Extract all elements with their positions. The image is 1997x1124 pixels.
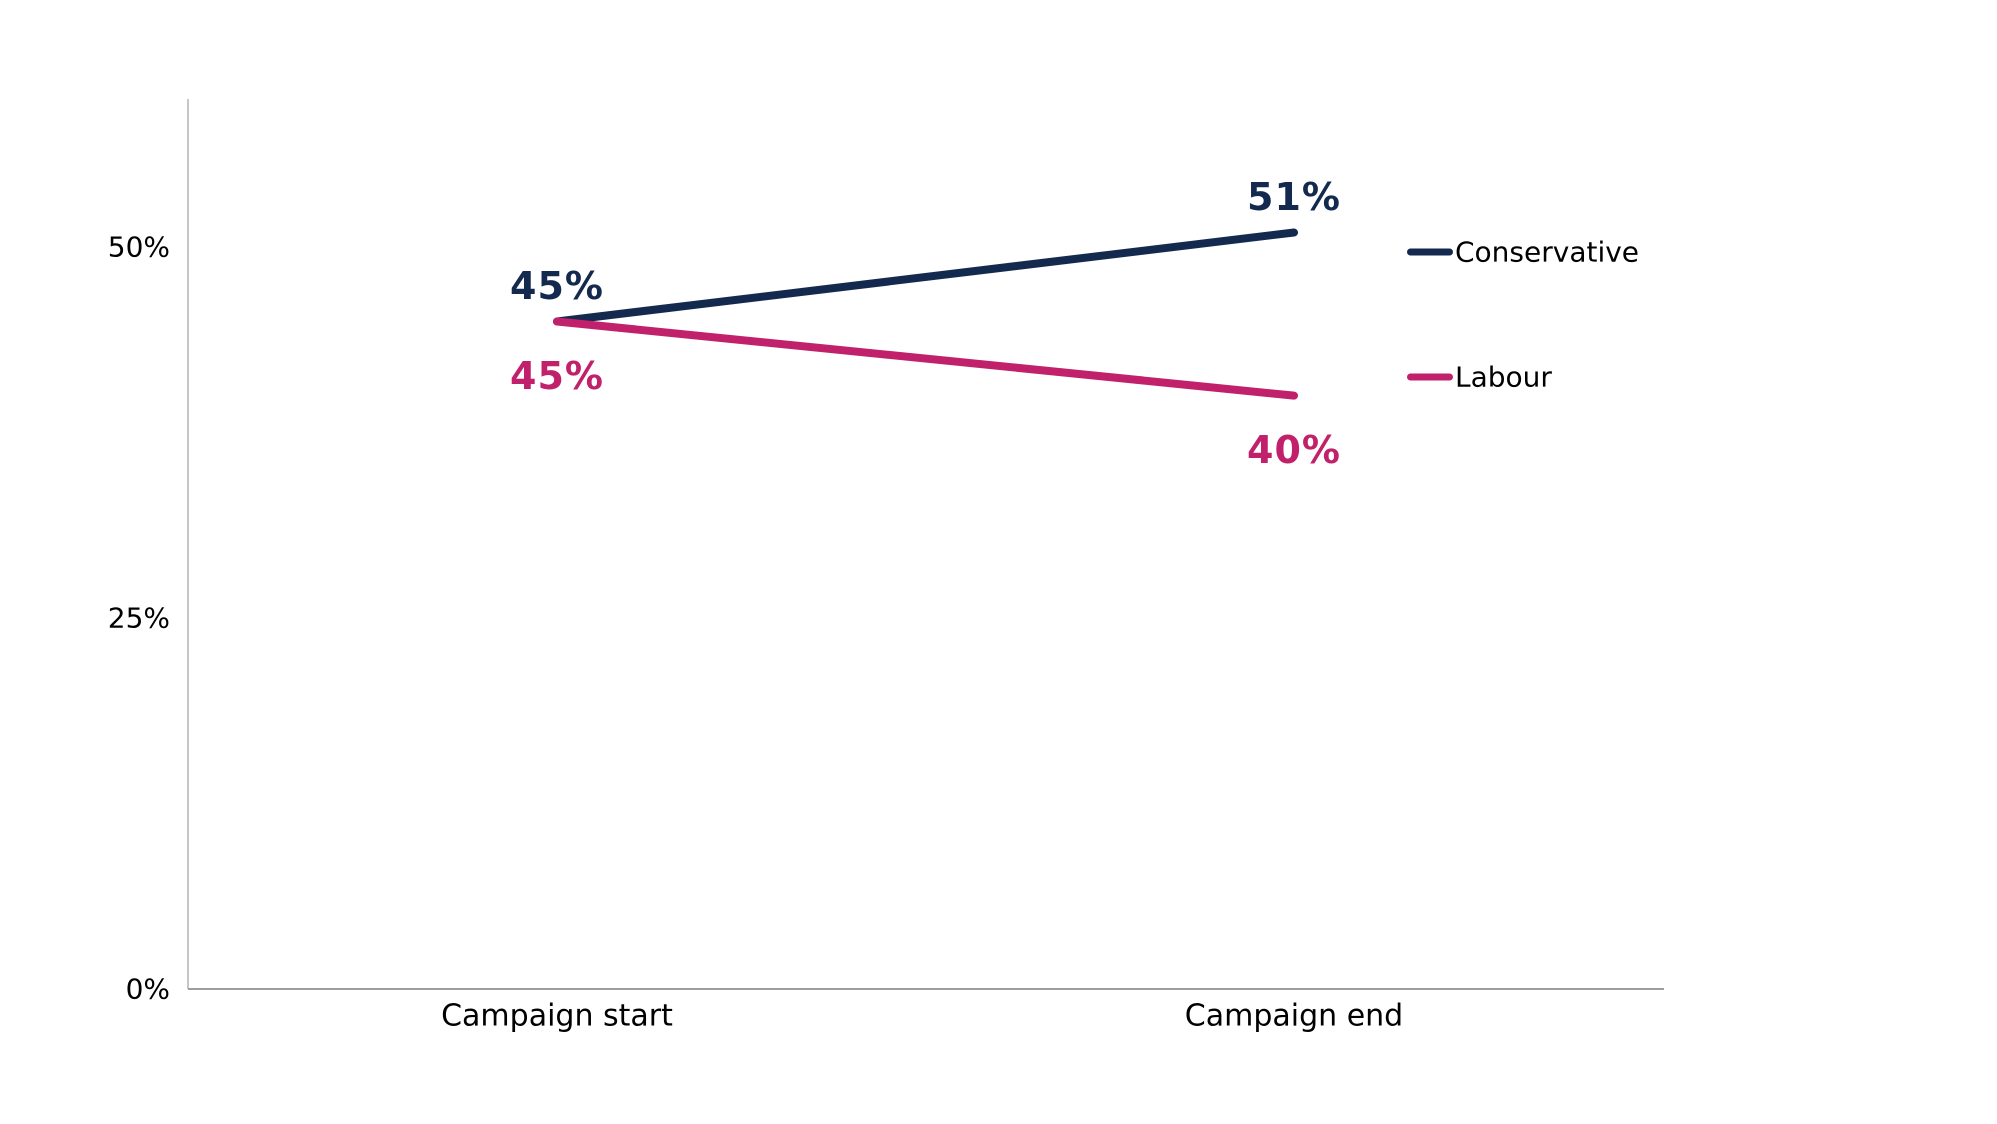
y-tick-50pct: 50%: [107, 230, 170, 264]
y-tick-25pct: 25%: [107, 601, 170, 635]
conservative-line: [553, 228, 1298, 326]
data-label-conservative-start: 45%: [510, 263, 604, 308]
y-tick-0pct: 0%: [125, 972, 170, 1006]
data-label-labour-start: 45%: [510, 353, 604, 398]
x-label-campaign-start: Campaign start: [441, 998, 673, 1034]
x-label-campaign-end: Campaign end: [1184, 998, 1404, 1034]
labour-line: [553, 317, 1298, 400]
data-label-conservative-end: 51%: [1247, 174, 1341, 219]
data-label-labour-end: 40%: [1247, 427, 1341, 472]
